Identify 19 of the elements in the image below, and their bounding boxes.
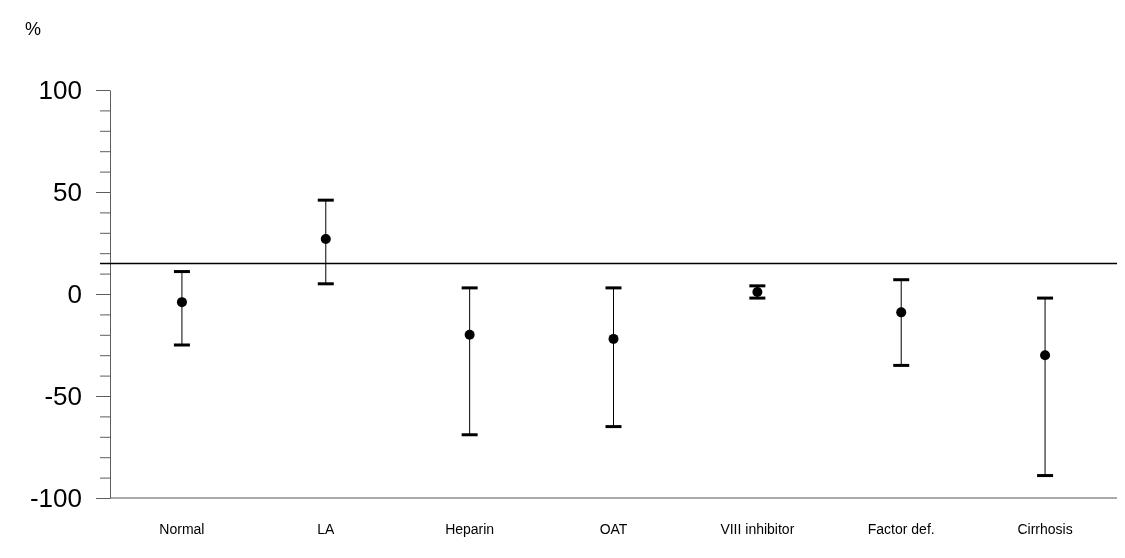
y-tick-label: 50 <box>53 176 82 207</box>
x-tick-label: VIII inhibitor <box>720 521 795 537</box>
x-tick-label: LA <box>317 521 336 537</box>
y-tick-label: 0 <box>67 278 82 309</box>
y-tick-label: -50 <box>44 380 82 411</box>
point <box>320 233 331 244</box>
x-tick-label: Heparin <box>445 521 495 537</box>
y-axis-title: % <box>25 18 42 39</box>
y-tick-label: -100 <box>29 482 82 513</box>
point <box>1040 350 1051 361</box>
point <box>896 307 907 318</box>
point <box>176 297 187 308</box>
x-tick-label: Normal <box>159 521 205 537</box>
y-tick-label: 100 <box>38 74 82 105</box>
x-tick-label: OAT <box>599 521 628 537</box>
point <box>464 329 475 340</box>
point <box>608 333 619 344</box>
x-tick-label: Cirrhosis <box>1017 521 1073 537</box>
x-tick-label: Factor def. <box>867 521 935 537</box>
